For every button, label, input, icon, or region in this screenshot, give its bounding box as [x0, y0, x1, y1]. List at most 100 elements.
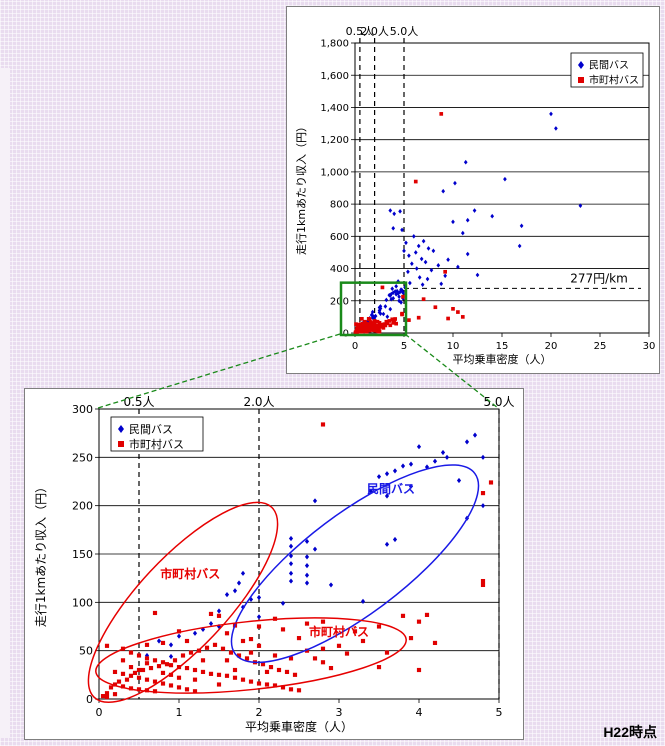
- data-point-municipal-bus: [284, 669, 290, 675]
- data-point-municipal-bus: [240, 677, 246, 682]
- data-point-municipal-bus: [401, 294, 405, 299]
- x-tick-label: 25: [594, 341, 607, 352]
- data-point-municipal-bus: [140, 667, 146, 673]
- y-tick-label: 1,600: [320, 71, 349, 82]
- data-point-private-bus: [304, 572, 310, 578]
- zoom-chart: 0 50 100 150 200 250 300 0 1 2 3 4 5 平均乗車密度（人） 走行1kmあた…: [34, 395, 515, 734]
- data-point-municipal-bus: [432, 640, 438, 646]
- threshold-label: 2.0人: [360, 25, 389, 38]
- data-point-municipal-bus: [383, 323, 388, 328]
- legend-marker-private-bus: [118, 425, 124, 433]
- data-point-private-bus: [371, 314, 376, 319]
- data-point-municipal-bus: [156, 664, 162, 669]
- data-point-municipal-bus: [424, 612, 430, 617]
- data-point-private-bus: [408, 280, 412, 286]
- data-point-private-bus: [419, 256, 424, 262]
- data-point-private-bus: [464, 439, 470, 445]
- x-tick-label: 15: [496, 341, 509, 352]
- data-point-private-bus: [385, 314, 390, 320]
- data-point-private-bus: [396, 291, 400, 296]
- y-tick-label: 600: [330, 232, 349, 243]
- data-point-private-bus: [312, 498, 318, 504]
- data-point-municipal-bus: [228, 650, 234, 655]
- data-point-municipal-bus: [148, 665, 154, 671]
- x-axis-label: 平均乗車密度（人）: [453, 352, 552, 366]
- y-tick-label: 300: [72, 403, 93, 416]
- data-point-municipal-bus: [376, 324, 381, 329]
- data-point-municipal-bus: [200, 669, 206, 675]
- data-point-municipal-bus: [176, 675, 182, 680]
- data-point-municipal-bus: [384, 650, 390, 655]
- data-point-private-bus: [413, 250, 418, 255]
- data-point-private-bus: [444, 454, 450, 460]
- data-point-municipal-bus: [407, 318, 411, 322]
- data-point-municipal-bus: [168, 683, 174, 688]
- data-point-municipal-bus: [416, 315, 421, 320]
- data-point-municipal-bus: [356, 324, 360, 329]
- legend-marker-private-bus: [578, 61, 584, 69]
- data-point-private-bus: [288, 543, 294, 549]
- data-point-municipal-bus: [232, 667, 238, 673]
- zoom-chart-panel: 0 50 100 150 200 250 300 0 1 2 3 4 5 平均乗車密度（人） 走行1kmあた…: [24, 388, 524, 740]
- data-point-private-bus: [411, 234, 416, 239]
- data-point-municipal-bus: [136, 687, 142, 692]
- threshold-label: 2.0人: [243, 395, 274, 409]
- data-point-municipal-bus: [144, 642, 150, 647]
- data-point-municipal-bus: [136, 675, 142, 680]
- data-point-municipal-bus: [320, 422, 326, 427]
- data-point-municipal-bus: [248, 650, 254, 655]
- data-point-private-bus: [460, 230, 465, 236]
- y-tick-label: 1,200: [320, 135, 349, 146]
- data-point-private-bus: [389, 296, 394, 302]
- data-point-private-bus: [480, 503, 486, 509]
- data-point-private-bus: [426, 246, 431, 251]
- data-point-municipal-bus: [128, 665, 134, 670]
- data-point-municipal-bus: [152, 610, 158, 616]
- data-point-private-bus: [410, 261, 414, 267]
- data-point-municipal-bus: [380, 322, 385, 327]
- data-point-municipal-bus: [374, 323, 379, 328]
- data-point-municipal-bus: [244, 656, 250, 661]
- data-point-municipal-bus: [112, 692, 118, 697]
- x-axis-label: 平均乗車密度（人）: [245, 719, 353, 734]
- data-point-municipal-bus: [376, 665, 382, 670]
- data-point-private-bus: [304, 554, 310, 560]
- zoom-region-box: [339, 281, 408, 337]
- data-point-municipal-bus: [256, 681, 262, 686]
- threshold-label: 0.5人: [346, 25, 375, 38]
- data-point-municipal-bus: [320, 660, 326, 665]
- data-point-municipal-bus: [152, 658, 158, 663]
- data-point-private-bus: [425, 276, 430, 282]
- data-point-municipal-bus: [387, 319, 392, 323]
- data-point-private-bus: [383, 304, 388, 309]
- data-point-municipal-bus: [456, 310, 460, 314]
- data-point-municipal-bus: [172, 658, 178, 663]
- data-point-municipal-bus: [144, 688, 150, 693]
- data-point-municipal-bus: [377, 327, 381, 331]
- legend-label: 民間バス: [589, 60, 629, 72]
- x-tick-label: 2: [256, 706, 263, 719]
- legend-label: 市町村バス: [129, 437, 184, 451]
- data-point-municipal-bus: [248, 679, 254, 684]
- footnote: H22時点: [603, 724, 657, 740]
- data-point-municipal-bus: [433, 305, 438, 310]
- data-point-private-bus: [240, 570, 246, 576]
- data-point-municipal-bus: [480, 582, 486, 588]
- data-point-municipal-bus: [352, 629, 358, 634]
- data-point-municipal-bus: [120, 658, 126, 663]
- data-point-municipal-bus: [104, 694, 110, 700]
- data-point-municipal-bus: [416, 619, 422, 624]
- y-tick-label: 200: [72, 500, 93, 513]
- data-point-private-bus: [387, 292, 392, 298]
- data-point-municipal-bus: [256, 624, 262, 629]
- ellipse-private-bus: [230, 464, 480, 664]
- data-point-municipal-bus: [393, 317, 398, 321]
- data-point-municipal-bus: [128, 686, 134, 691]
- data-point-private-bus: [480, 454, 486, 460]
- data-point-municipal-bus: [160, 640, 166, 646]
- data-point-municipal-bus: [385, 321, 390, 326]
- data-point-municipal-bus: [400, 613, 406, 618]
- data-point-private-bus: [420, 282, 425, 287]
- data-point-private-bus: [392, 468, 398, 474]
- data-point-municipal-bus: [451, 306, 455, 311]
